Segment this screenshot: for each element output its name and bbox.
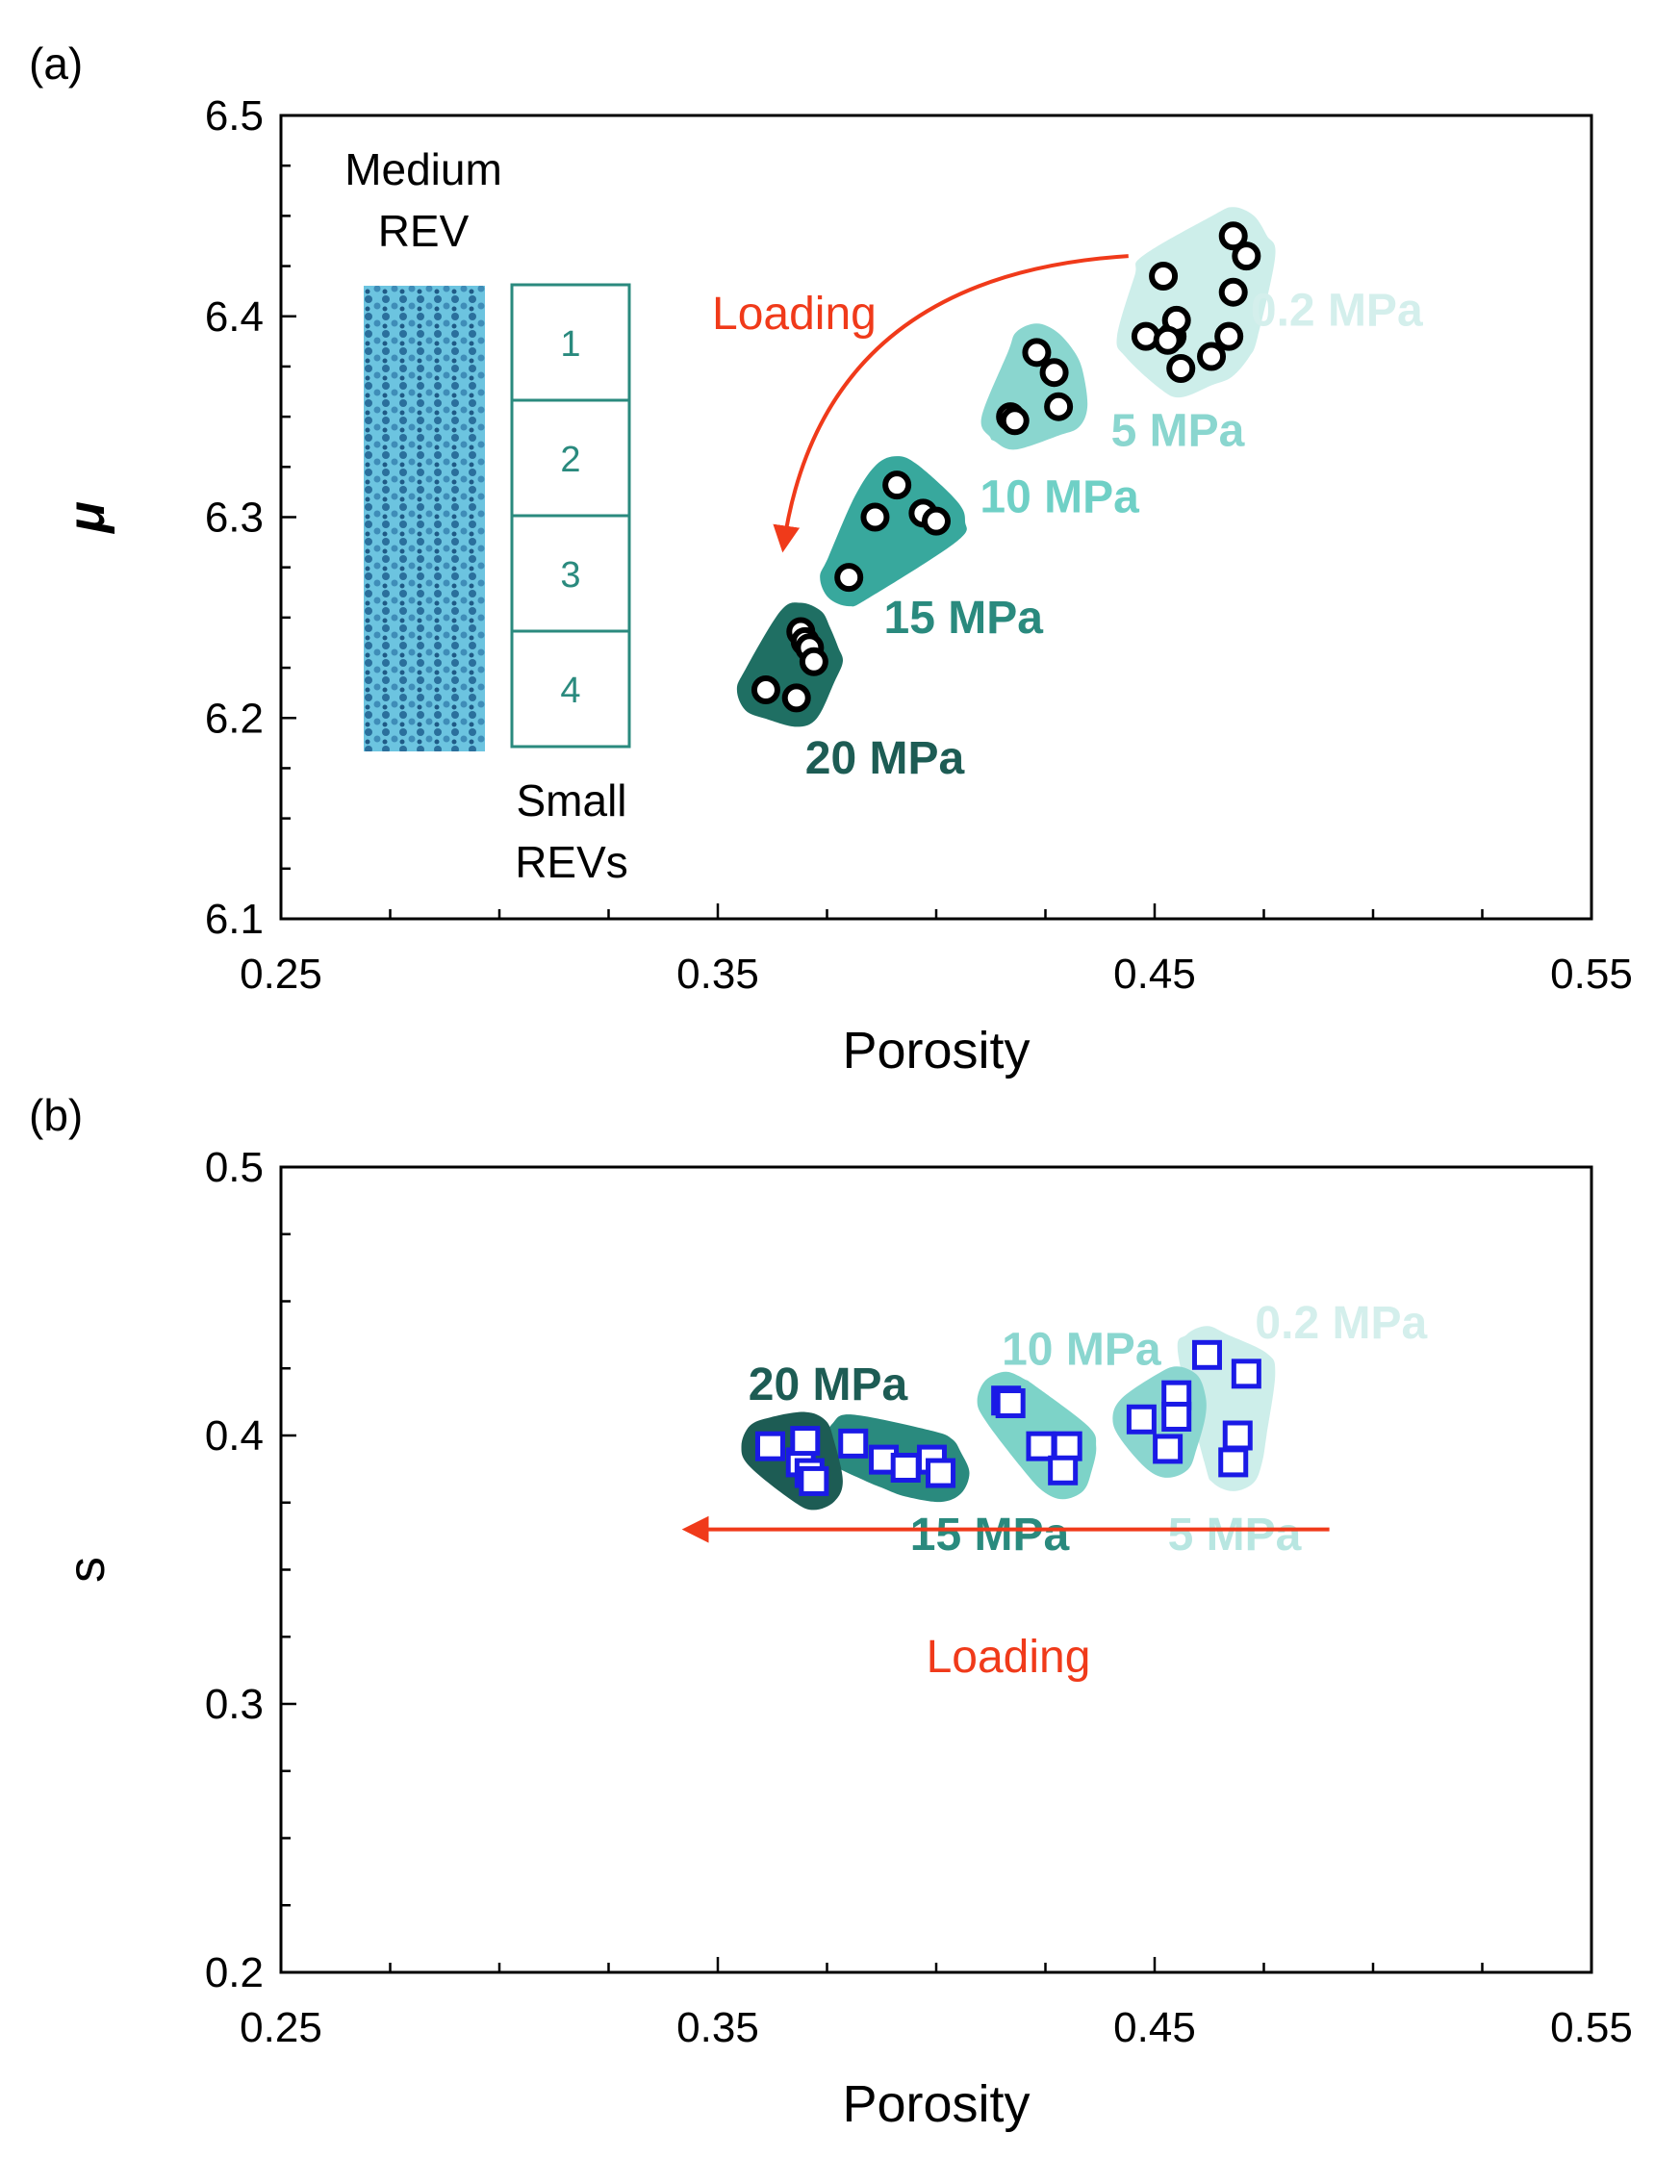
y-tick-label: 0.4 xyxy=(205,1412,264,1460)
series-label: 10 MPa xyxy=(1002,1325,1161,1376)
data-point xyxy=(1044,392,1074,421)
y-tick-label: 0.2 xyxy=(205,1949,264,1996)
x-tick-label: 0.55 xyxy=(1550,2004,1633,2051)
series-label: 0.2 MPa xyxy=(1255,1298,1427,1349)
inset-title-line2: REV xyxy=(378,206,470,256)
data-point xyxy=(1022,338,1052,368)
data-point xyxy=(834,563,864,593)
small-rev-label: 1 xyxy=(560,324,580,365)
medium-rev-image xyxy=(364,286,485,751)
series-label: 15 MPa xyxy=(910,1510,1070,1561)
series-label: 10 MPa xyxy=(980,472,1139,523)
series-label: 5 MPa xyxy=(1168,1510,1302,1561)
panel-label: (a) xyxy=(29,38,83,89)
data-point xyxy=(1218,277,1248,307)
x-tick-label: 0.55 xyxy=(1550,951,1633,998)
data-point xyxy=(799,647,828,676)
data-point xyxy=(1126,1404,1157,1435)
data-point xyxy=(790,1426,821,1457)
loading-arrow xyxy=(773,254,1129,553)
series-label: 15 MPa xyxy=(884,593,1044,644)
y-tick-label: 0.3 xyxy=(205,1681,264,1728)
x-tick-label: 0.45 xyxy=(1113,951,1196,998)
data-point xyxy=(1218,221,1248,251)
data-point xyxy=(1052,1431,1082,1461)
data-point xyxy=(926,1458,956,1488)
chart-panel-a: (a) 0.25 0.35 0.45 0.55 6.1 6.2 6.3 6.4 6.5 Porosi… xyxy=(29,38,1633,1079)
data-point xyxy=(838,1428,869,1459)
small-rev-box xyxy=(510,514,631,633)
y-tick-label: 6.4 xyxy=(205,293,264,341)
x-axis-title: Porosity xyxy=(842,1022,1030,1079)
series-label: 5 MPa xyxy=(1111,406,1245,457)
data-point xyxy=(1166,354,1196,384)
data-markers xyxy=(754,1339,1261,1496)
loading-label: Loading xyxy=(927,1632,1091,1683)
x-tick-label: 0.45 xyxy=(1113,2004,1196,2051)
data-point xyxy=(1214,321,1244,351)
data-point xyxy=(995,1388,1026,1419)
data-point xyxy=(1149,262,1179,291)
data-point xyxy=(1231,1359,1261,1389)
y-tick-label: 6.1 xyxy=(205,896,264,943)
data-point xyxy=(1039,358,1069,388)
rev-inset: Medium REV 1 2 3 4 Small REVs xyxy=(344,144,631,887)
data-point xyxy=(1153,1434,1184,1464)
x-tick-label: 0.35 xyxy=(676,2004,759,2051)
inset-caption-line2: REVs xyxy=(515,837,628,887)
inset-title-line1: Medium xyxy=(344,144,502,194)
small-rev-label: 4 xyxy=(560,671,580,711)
x-axis-title: Porosity xyxy=(842,2075,1030,2133)
y-axis-title: s xyxy=(58,1557,115,1583)
y-tick-label: 6.2 xyxy=(205,695,264,742)
data-point xyxy=(1222,1420,1253,1451)
data-point xyxy=(922,506,951,536)
panel-label: (b) xyxy=(29,1090,83,1140)
data-markers xyxy=(751,221,1261,713)
inset-caption-line1: Small xyxy=(516,775,626,825)
data-point xyxy=(751,675,780,705)
data-point xyxy=(860,502,890,532)
data-point xyxy=(1161,1401,1192,1432)
loading-label: Loading xyxy=(712,289,877,340)
y-tick-label: 6.5 xyxy=(205,92,264,140)
x-tick-label: 0.25 xyxy=(240,2004,322,2051)
data-point xyxy=(882,470,912,500)
series-label: 20 MPa xyxy=(805,733,965,784)
y-tick-label: 0.5 xyxy=(205,1144,264,1191)
data-point xyxy=(1048,1455,1079,1486)
chart-panel-b: (b) 0.25 0.35 0.45 0.55 0.2 0.3 0.4 0.5 Porosity s… xyxy=(29,1090,1633,2133)
y-axis-title: μ xyxy=(58,501,115,535)
small-rev-box xyxy=(510,629,631,749)
data-point xyxy=(754,1431,785,1461)
data-point xyxy=(1218,1447,1249,1478)
series-label: 20 MPa xyxy=(749,1359,908,1410)
small-rev-box xyxy=(510,283,631,402)
y-tick-label: 6.3 xyxy=(205,495,264,542)
data-point xyxy=(1153,325,1183,355)
plot-frame xyxy=(279,1165,1593,1974)
data-point xyxy=(1232,241,1261,271)
series-label: 0.2 MPa xyxy=(1251,285,1423,336)
small-rev-label: 3 xyxy=(560,555,580,596)
data-point xyxy=(890,1452,921,1483)
data-point xyxy=(799,1465,829,1496)
data-point xyxy=(1000,406,1030,436)
data-point xyxy=(1191,1339,1222,1370)
small-rev-box xyxy=(510,398,631,518)
x-tick-label: 0.35 xyxy=(676,951,759,998)
x-tick-label: 0.25 xyxy=(240,951,322,998)
small-rev-label: 2 xyxy=(560,440,580,480)
data-point xyxy=(1026,1431,1056,1461)
data-point xyxy=(1197,342,1227,371)
data-point xyxy=(781,683,811,713)
